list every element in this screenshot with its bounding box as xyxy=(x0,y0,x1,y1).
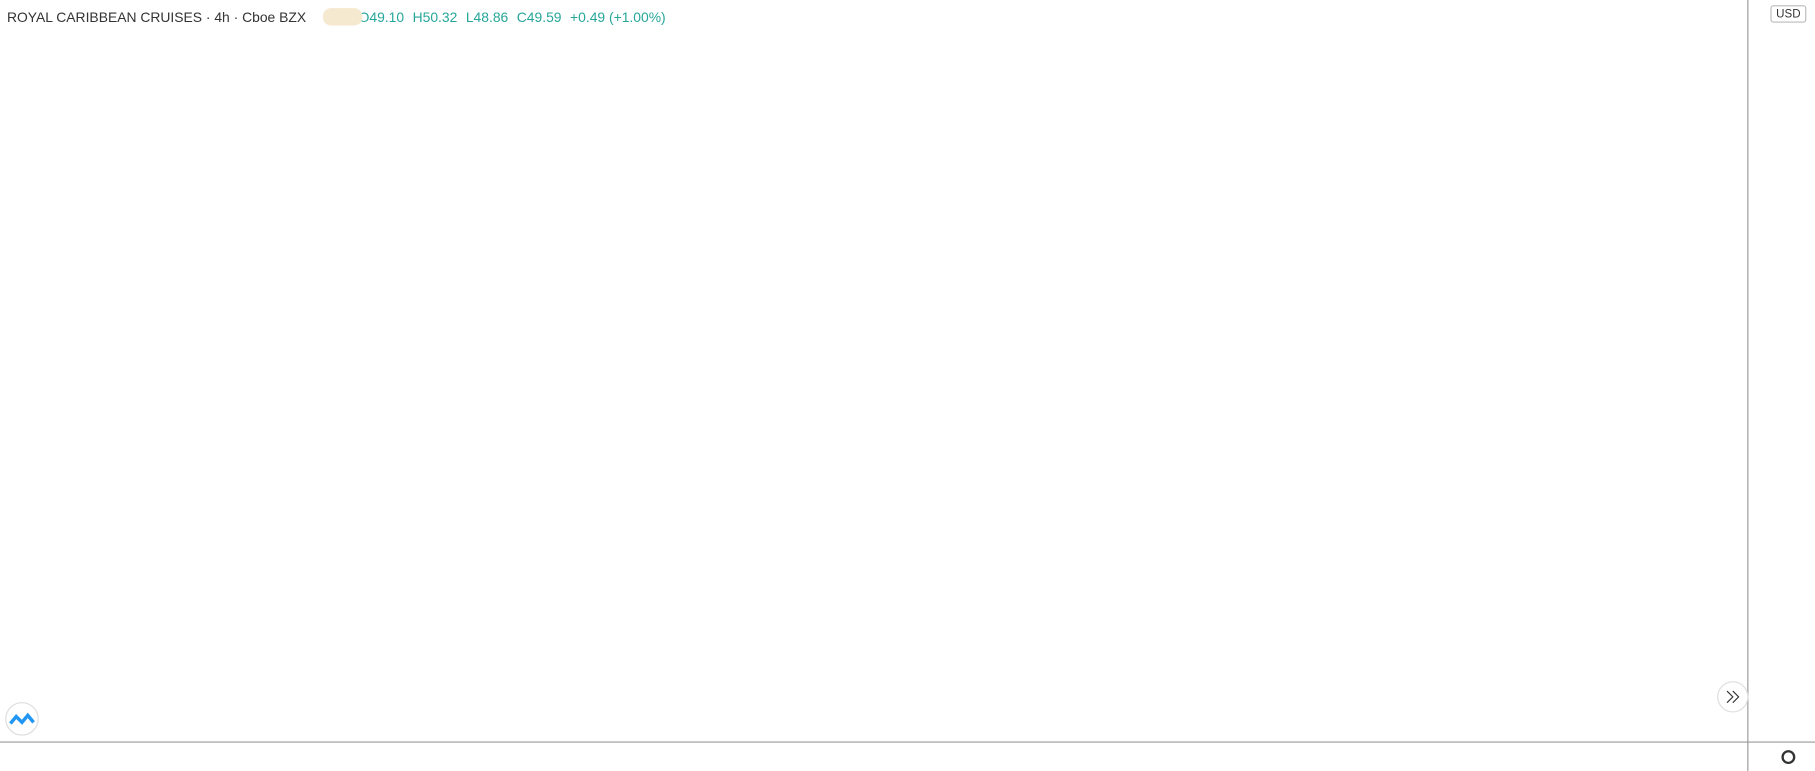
legend-change: +0.49 (+1.00%) xyxy=(570,9,666,25)
currency-label: USD xyxy=(1776,8,1800,20)
legend-low: L48.86 xyxy=(466,9,509,25)
legend-open: O49.10 xyxy=(359,9,405,25)
header-title: ROYAL CARIBBEAN CRUISES · 4h · Cboe BZX xyxy=(7,9,306,25)
scroll-icon xyxy=(1726,690,1740,704)
logo[interactable] xyxy=(5,702,39,736)
legend-close: C49.59 xyxy=(517,9,562,25)
status-pill[interactable] xyxy=(322,8,363,26)
currency-box xyxy=(1770,5,1807,23)
logo-icon xyxy=(9,712,35,725)
settings-icon[interactable] xyxy=(1781,750,1796,765)
header: ROYAL CARIBBEAN CRUISES · 4h · Cboe BZX … xyxy=(7,9,666,25)
legend-high: H50.32 xyxy=(413,9,458,25)
